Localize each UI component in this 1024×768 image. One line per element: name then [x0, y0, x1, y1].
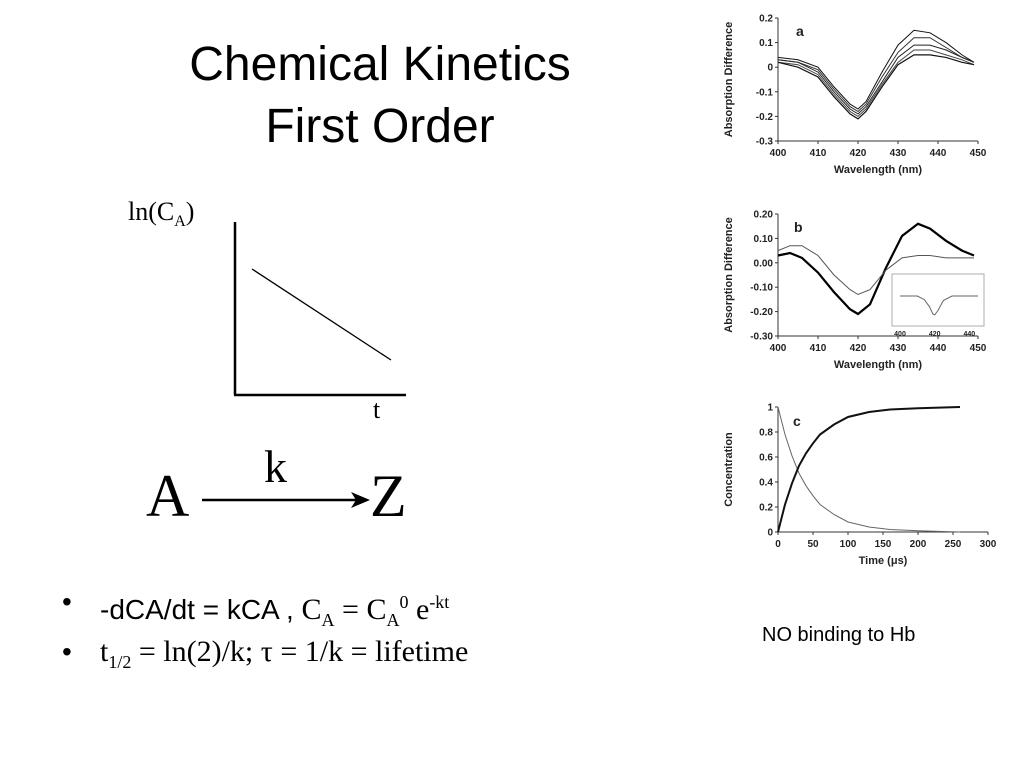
reaction-arrow-icon [202, 492, 370, 508]
reactant-label: A [146, 463, 190, 529]
title-line-1: Chemical Kinetics [189, 38, 571, 91]
panel-letter: c [793, 413, 801, 429]
slide-title: Chemical Kinetics First Order [100, 34, 660, 158]
product-label: Z [370, 463, 407, 529]
x-tick-label: 440 [930, 343, 947, 354]
title-line-2: First Order [265, 100, 495, 153]
y-tick-label: 0.2 [759, 14, 773, 25]
series-line-2 [777, 245, 974, 296]
series-line-3 [777, 44, 975, 115]
x-tick-label: 430 [890, 148, 907, 159]
y-tick-label: 0 [767, 63, 773, 74]
first-order-plot [233, 222, 406, 397]
half-life-bullet: t1/2 = ln(2)/k; τ = 1/k = lifetime [62, 628, 468, 678]
y-tick-label: 0 [767, 528, 773, 539]
x-tick-label: 400 [770, 343, 787, 354]
x-tick-label: 50 [807, 539, 819, 550]
chart-panel-c: 0 50 100 150 200 250 300 1 0.8 0.6 0.4 0.2 0 Time (μs… [723, 403, 997, 568]
series-line-1 [777, 222, 975, 316]
y-tick-label: -0.30 [750, 332, 773, 343]
y-tick-label: -0.10 [750, 283, 773, 294]
time-axis-label: t [373, 395, 381, 424]
inset-frame [891, 273, 985, 327]
x-tick-label: 0 [775, 539, 781, 550]
equation-list: -dCA/dt = kCA , CA = CA0 e-kt t1/2 = ln(… [62, 578, 468, 678]
x-tick-label: 410 [810, 343, 827, 354]
x-tick-label: 410 [810, 148, 827, 159]
y-tick-label: -0.20 [750, 307, 773, 318]
series-line-5 [777, 54, 975, 120]
y-tick-label: 0.00 [754, 258, 774, 269]
panel-letter: b [794, 219, 803, 235]
y-tick-label: 0.1 [759, 38, 773, 49]
x-tick-label: 450 [970, 343, 987, 354]
y-tick-label: -0.3 [756, 137, 774, 148]
x-tick-label: 150 [875, 539, 892, 550]
chart-panel-a: 400 410 420 430 440 450 0.2 0.1 0 -0.1 -0.2 -0.3 Wav… [723, 14, 987, 177]
inset-x-tick-label: 420 [929, 331, 941, 338]
x-tick-label: 420 [850, 343, 867, 354]
y-axis-label: Absorption Difference [723, 22, 735, 138]
x-tick-label: 430 [890, 343, 907, 354]
series-line-2 [777, 406, 961, 533]
y-tick-label: 0.8 [759, 428, 773, 439]
figure-caption: NO binding to Hb [762, 624, 916, 646]
decay-line [251, 268, 392, 361]
series-line-1 [777, 29, 975, 110]
x-axis-label: Wavelength (nm) [834, 359, 923, 371]
y-tick-label: 0.20 [754, 210, 774, 221]
x-tick-label: 100 [840, 539, 857, 550]
y-tick-label: -0.2 [756, 112, 774, 123]
x-tick-label: 440 [930, 148, 947, 159]
chart-panel-b: 400 410 420 430 440 450 0.20 0.10 0.00 -0.10 -0.20… [723, 210, 987, 372]
x-tick-label: 400 [770, 148, 787, 159]
inset-x-tick-label: 400 [894, 331, 906, 338]
y-tick-label: 0.10 [754, 234, 774, 245]
inset-series-line [900, 295, 978, 316]
series-line-2 [777, 37, 975, 113]
x-axis-label: Time (μs) [859, 555, 908, 567]
rate-law-bullet: -dCA/dt = kCA , CA = CA0 e-kt [62, 578, 468, 630]
series-line-1 [777, 406, 961, 533]
x-tick-label: 250 [945, 539, 962, 550]
x-tick-label: 420 [850, 148, 867, 159]
y-tick-label: 0.6 [759, 453, 773, 464]
y-tick-label: 0.4 [759, 478, 773, 489]
y-tick-label: 0.2 [759, 503, 773, 514]
inset-x-tick-label: 440 [963, 331, 975, 338]
series-line-4 [777, 49, 975, 118]
x-tick-label: 300 [980, 539, 997, 550]
panel-letter: a [796, 23, 804, 39]
rate-constant-label: k [264, 441, 287, 492]
x-tick-label: 200 [910, 539, 927, 550]
ln-ca-axis-label: ln(CA) [128, 197, 195, 231]
y-tick-label: -0.1 [756, 87, 774, 98]
y-axis-label: Absorption Difference [723, 217, 735, 333]
y-tick-label: 1 [767, 403, 773, 414]
x-axis-label: Wavelength (nm) [834, 164, 923, 176]
x-tick-label: 450 [970, 148, 987, 159]
y-axis-label: Concentration [723, 432, 735, 507]
